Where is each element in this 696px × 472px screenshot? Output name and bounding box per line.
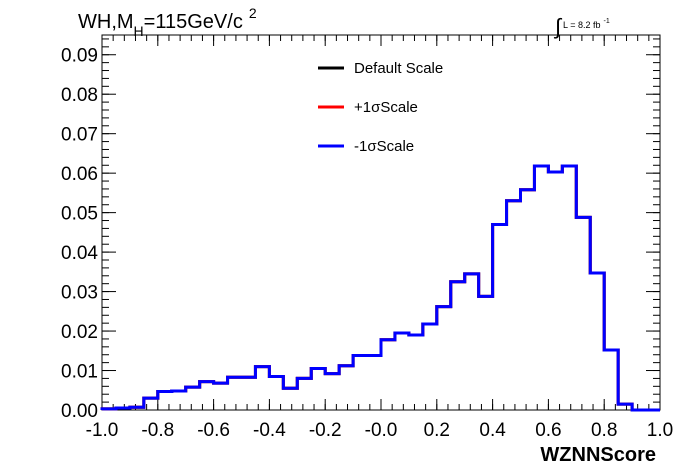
- y-tick-label: 0.00: [61, 401, 98, 422]
- luminosity-label: ∫ L = 8.2 fb -1: [553, 14, 610, 39]
- title-subscript: H: [134, 23, 144, 39]
- x-tick-label: -0.2: [309, 420, 342, 441]
- y-tick-label: 0.03: [61, 283, 98, 304]
- y-axis: 0.00 0.01 0.02 0.03 0.04 0.05 0.06 0.07 0.08 0.09: [61, 38, 660, 422]
- y-tick-label: 0.05: [61, 204, 98, 225]
- luminosity-superscript: -1: [603, 18, 609, 25]
- x-tick-label: -1.0: [86, 420, 119, 441]
- y-tick-label: 0.08: [61, 85, 98, 106]
- y-tick-label: 0.01: [61, 362, 98, 383]
- x-tick-label: -0.6: [197, 420, 230, 441]
- luminosity-text: L = 8.2 fb: [563, 20, 600, 30]
- x-tick-label: 0.6: [535, 420, 561, 441]
- chart-title: WH,MH=115GeV/c 2: [78, 5, 257, 39]
- x-axis: -1.0 -0.8 -0.6 -0.4 -0.2 -0.0 0.2 0.4 0.6 0.8 1.0: [86, 35, 673, 441]
- y-tick-label: 0.09: [61, 46, 98, 67]
- integral-symbol: ∫: [553, 14, 563, 39]
- x-tick-label: 0.2: [424, 420, 450, 441]
- y-tick-label: 0.02: [61, 322, 98, 343]
- x-axis-label: WZNNScore: [540, 444, 656, 466]
- y-tick-label: 0.07: [61, 125, 98, 146]
- series-line-minus-1-sigma-scale: [100, 164, 660, 412]
- y-tick-label: 0.04: [61, 243, 98, 264]
- x-tick-label: 0.4: [479, 420, 506, 441]
- series-layer: [100, 164, 660, 412]
- title-main: WH,M: [78, 11, 134, 33]
- legend-label: -1σScale: [354, 138, 414, 155]
- x-tick-label: -0.4: [253, 420, 286, 441]
- legend-label: Default Scale: [354, 60, 443, 77]
- title-rest: =115GeV/c: [144, 11, 243, 33]
- legend: Default Scale +1σScale -1σScale: [318, 60, 443, 155]
- x-tick-label: 1.0: [647, 420, 673, 441]
- x-tick-label: 0.8: [591, 420, 617, 441]
- y-tick-label: 0.06: [61, 164, 98, 185]
- title-superscript: 2: [249, 5, 257, 21]
- legend-label: +1σScale: [354, 99, 418, 116]
- x-tick-label: -0.0: [365, 420, 398, 441]
- x-tick-label: -0.8: [141, 420, 174, 441]
